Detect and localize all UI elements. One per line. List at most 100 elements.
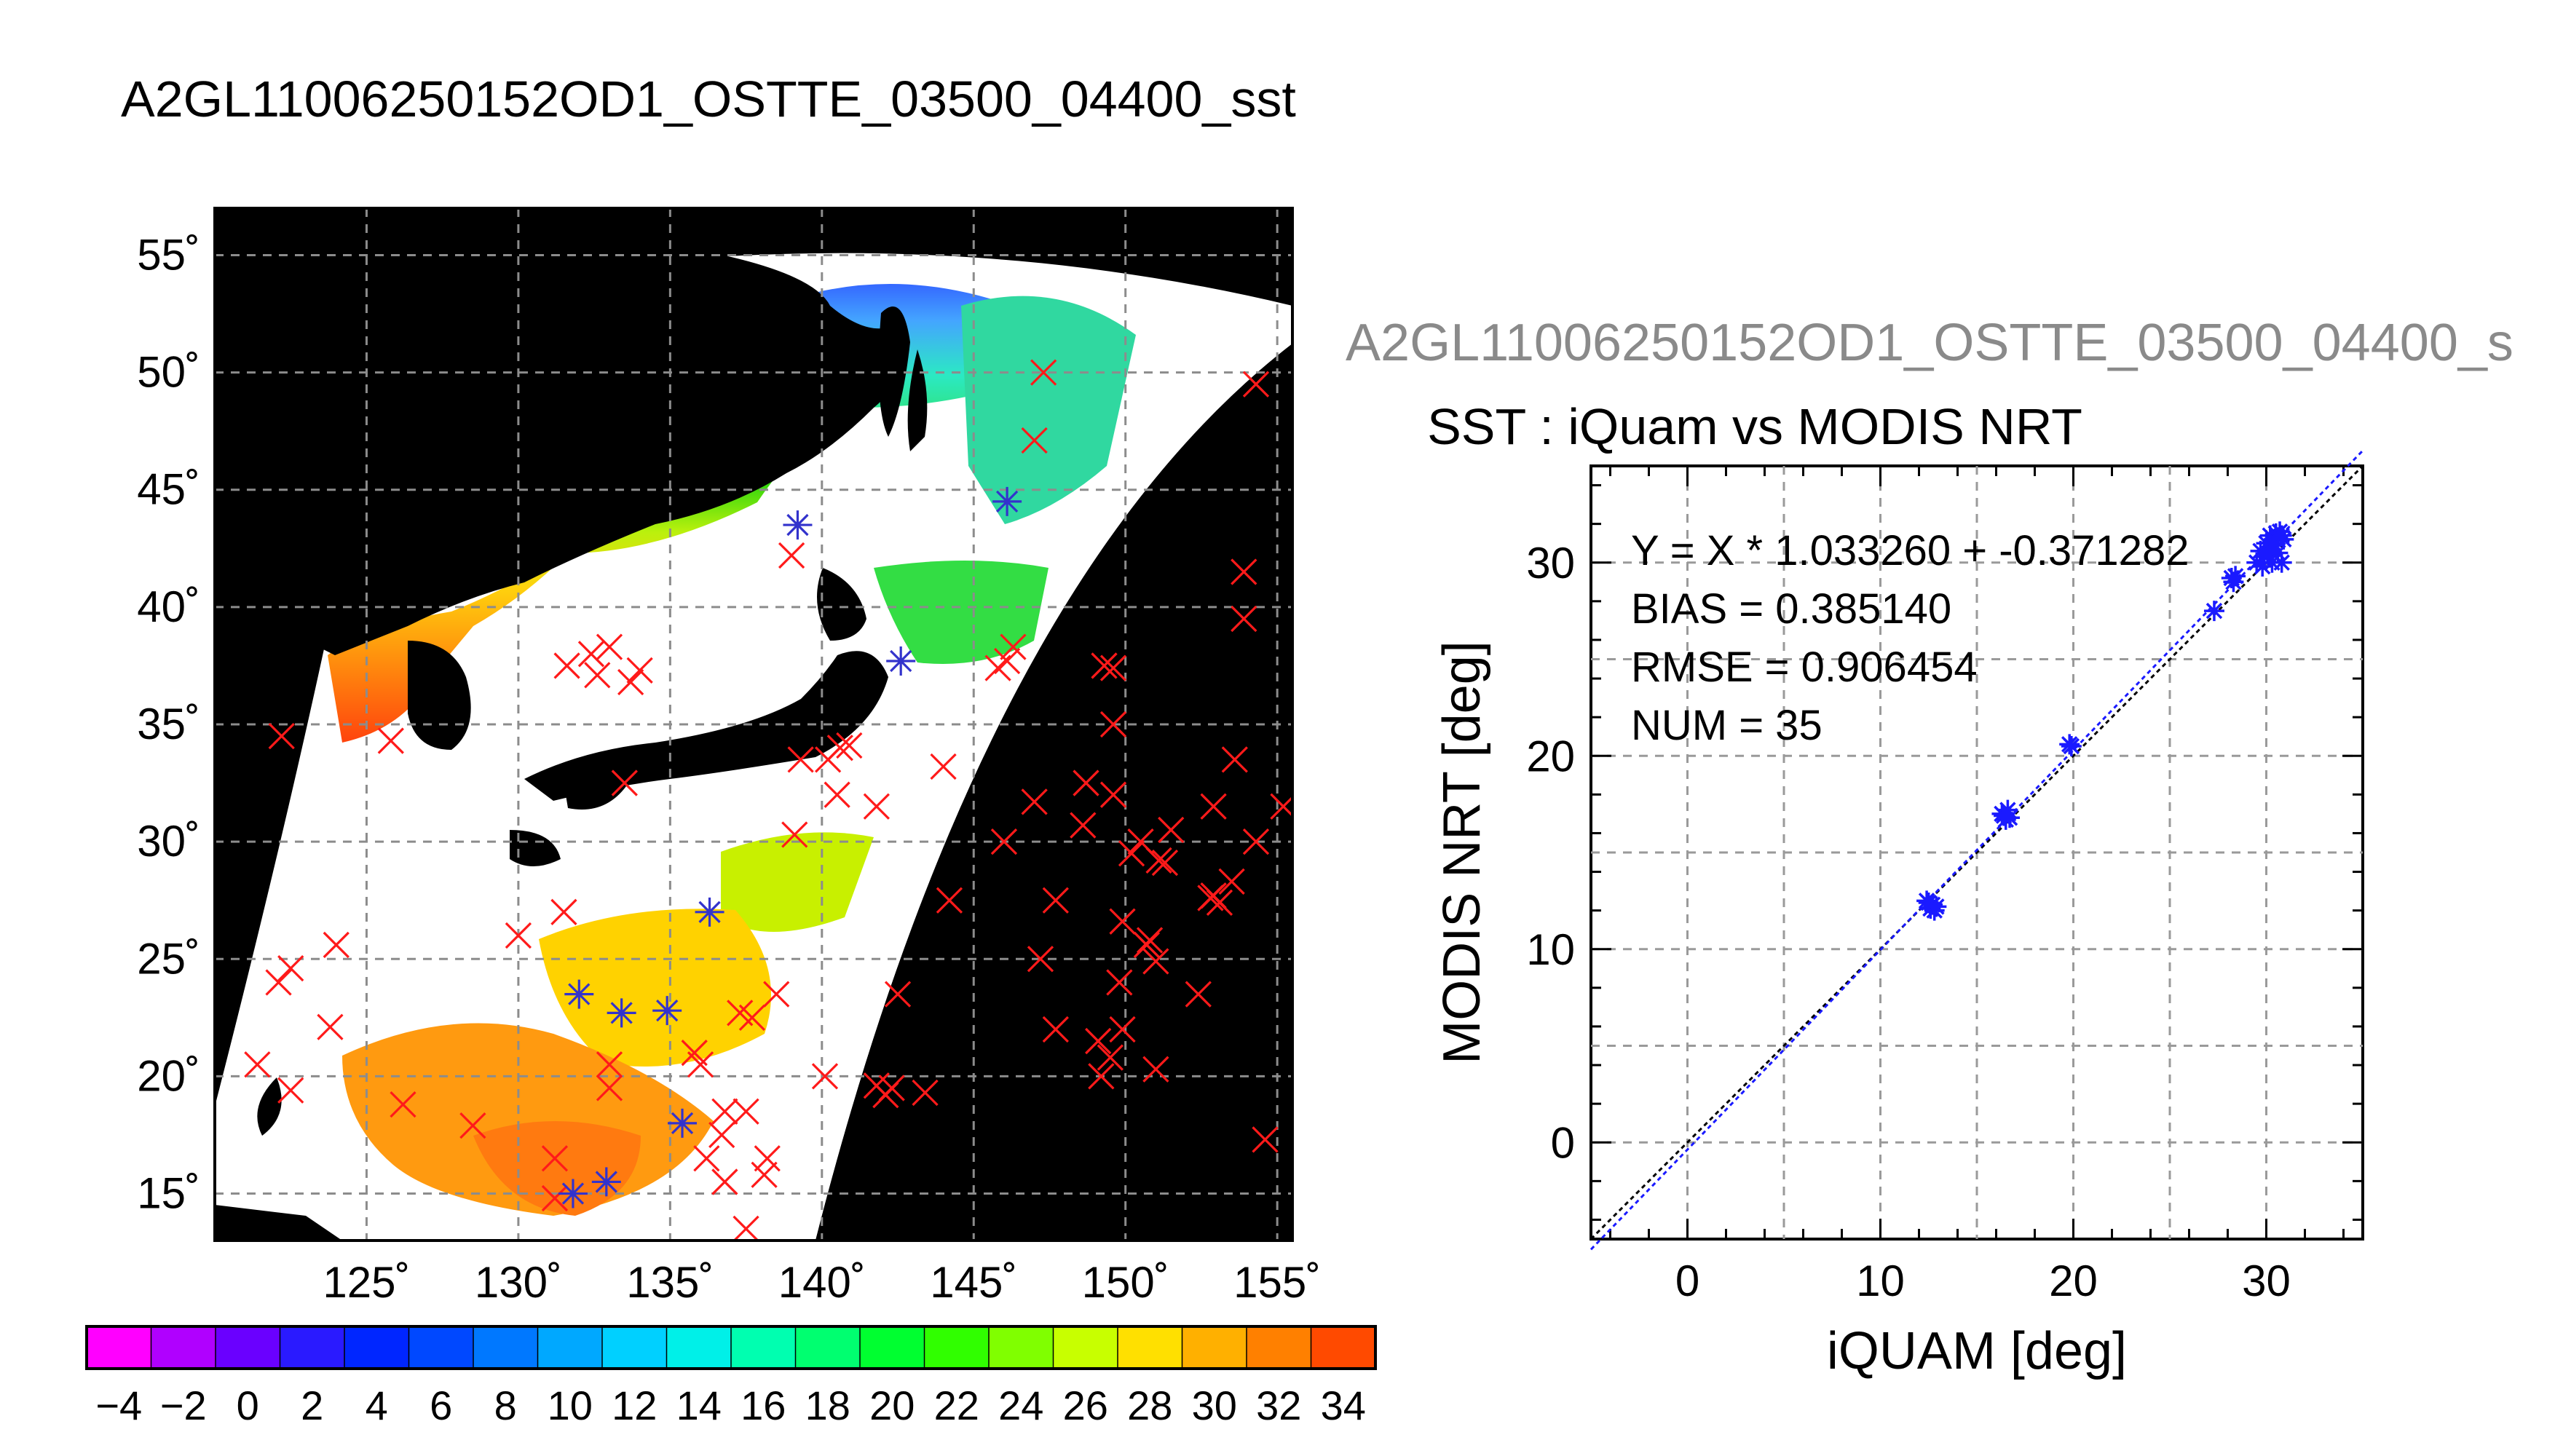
rejected-marker xyxy=(317,1013,344,1040)
rejected-marker xyxy=(1099,781,1127,808)
rejected-marker xyxy=(459,1112,486,1139)
rejected-marker xyxy=(884,981,912,1008)
scatter-point xyxy=(2250,540,2271,561)
land-masses xyxy=(257,256,928,1136)
scatter-title: SST : iQuam vs MODIS NRT xyxy=(1427,398,2082,455)
map-x-tick-label: 140˚ xyxy=(778,1258,866,1307)
matched-marker xyxy=(783,510,813,540)
colorbar-swatch xyxy=(1246,1326,1312,1369)
scatter-point xyxy=(1916,890,1938,911)
matched-marker xyxy=(558,1179,588,1208)
identity-line xyxy=(1590,464,2364,1241)
colorbar-swatch xyxy=(1181,1326,1248,1369)
colorbar-tick-label: 8 xyxy=(494,1382,517,1428)
rejected-marker xyxy=(1200,793,1227,820)
scatter-point xyxy=(2246,552,2267,573)
rejected-marker xyxy=(505,922,532,949)
rejected-marker xyxy=(912,1079,939,1107)
rejected-marker xyxy=(1027,946,1054,973)
rejected-marker xyxy=(1091,652,1118,679)
colorbar-tick-label: 0 xyxy=(237,1382,259,1428)
sst-map: 55˚ 50˚ 45˚ 40˚ 35˚ 30˚ 25˚ 20˚ 15˚ 125˚ 130˚ 135˚… xyxy=(137,207,1321,1307)
rejected-marker xyxy=(1145,847,1172,874)
rejected-marker xyxy=(244,1051,271,1078)
colorbar-ticks: −4 −2 0 2 4 6 8 10 12 14 16 18 20 22 24 26 28 30 32 34 xyxy=(95,1382,1366,1428)
rejected-marker xyxy=(1106,969,1133,996)
map-y-tick-label: 20˚ xyxy=(137,1051,200,1100)
rejected-marker xyxy=(687,1051,714,1078)
colorbar-swatch xyxy=(794,1326,861,1369)
rejected-marker xyxy=(763,981,790,1008)
colorbar-tick-label: 24 xyxy=(998,1382,1043,1428)
rejected-marker xyxy=(1021,788,1048,815)
rejected-marker xyxy=(1158,816,1185,844)
scatter-x-label: iQUAM [deg] xyxy=(1827,1322,2127,1380)
rejected-marker xyxy=(596,1075,623,1101)
rejected-marker xyxy=(265,969,292,996)
rejected-marker xyxy=(596,633,623,660)
scatter-point xyxy=(2254,546,2275,567)
scatter-points xyxy=(1916,521,2294,921)
colorbar-swatch xyxy=(1117,1326,1183,1369)
rejected-marker xyxy=(1136,927,1164,954)
colorbar-swatch xyxy=(408,1326,475,1369)
scatter-annotations: Y = X * 1.033260 + -0.371282 BIAS = 0.385… xyxy=(1631,527,2189,749)
colorbar-tick-label: 4 xyxy=(366,1382,388,1428)
map-frame xyxy=(213,207,1294,1242)
matched-markers xyxy=(558,486,1022,1208)
map-x-tick-label: 125˚ xyxy=(323,1258,410,1307)
map-y-tick-label: 40˚ xyxy=(137,582,200,631)
rejected-marker xyxy=(732,1215,759,1241)
colorbar-swatch xyxy=(473,1326,539,1369)
rejected-marker xyxy=(778,542,805,569)
rejected-marker xyxy=(781,821,808,848)
scatter-point xyxy=(2265,523,2286,544)
colorbar-swatches xyxy=(86,1326,1377,1369)
scatter-point xyxy=(2252,556,2273,577)
colorbar-swatch xyxy=(279,1326,346,1369)
rejected-marker xyxy=(1021,427,1048,454)
rejected-marker xyxy=(990,828,1018,855)
colorbar-tick-label: 10 xyxy=(548,1382,593,1428)
colorbar-tick-label: 2 xyxy=(301,1382,323,1428)
scatter-plot: SST : iQuam vs MODIS NRT 0 10 20 30 0 10 20 30… xyxy=(1427,398,2364,1380)
sst-patch-subtropical xyxy=(539,909,771,1067)
map-x-tick-label: 135˚ xyxy=(626,1258,714,1307)
matched-marker xyxy=(607,998,636,1028)
colorbar-swatch xyxy=(988,1326,1054,1369)
scatter-x-ticks: 0 10 20 30 xyxy=(1675,1257,2291,1305)
rejected-marker xyxy=(577,641,605,668)
matched-marker xyxy=(668,1108,698,1138)
scatter-point xyxy=(2061,735,2082,756)
rejected-marker xyxy=(993,647,1021,675)
rejected-marker xyxy=(1042,1016,1069,1043)
scatter-point xyxy=(2271,525,2292,546)
rejected-marker xyxy=(1030,359,1057,386)
colorbar-swatch xyxy=(666,1326,732,1369)
scatter-point xyxy=(2273,529,2294,550)
map-y-tick-label: 50˚ xyxy=(137,348,200,397)
colorbar-swatch xyxy=(537,1326,604,1369)
colorbar-swatch xyxy=(215,1326,281,1369)
rejected-marker xyxy=(708,1121,735,1149)
scatter-annotation: RMSE = 0.906454 xyxy=(1631,644,1978,691)
matched-marker xyxy=(652,996,682,1026)
scatter-point xyxy=(1924,900,1945,921)
scatter-tick-marks xyxy=(1591,466,2363,1239)
colorbar-tick-label: 28 xyxy=(1127,1382,1172,1428)
rejected-marker xyxy=(1118,840,1145,867)
map-x-tick-label: 150˚ xyxy=(1082,1258,1169,1307)
map-x-tick-label: 155˚ xyxy=(1233,1258,1321,1307)
scatter-point xyxy=(2225,566,2246,587)
rejected-marker xyxy=(553,652,580,679)
map-y-tick-label: 25˚ xyxy=(137,934,200,983)
scatter-y-tick-label: 30 xyxy=(1526,539,1575,587)
colorbar-swatch xyxy=(1310,1326,1377,1369)
rejected-marker xyxy=(377,727,404,754)
rejected-marker xyxy=(268,722,295,750)
rejected-marker xyxy=(1070,812,1097,839)
rejected-marker xyxy=(323,931,350,959)
rejected-marker xyxy=(1099,654,1127,681)
rejected-marker xyxy=(824,781,850,808)
rejected-marker xyxy=(1073,769,1099,796)
